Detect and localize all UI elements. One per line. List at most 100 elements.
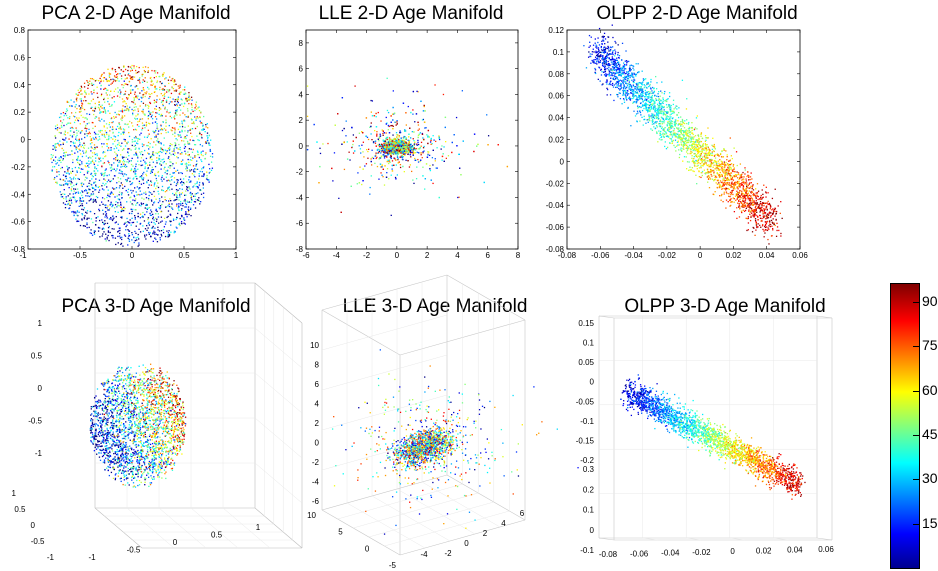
lle-2d-point xyxy=(372,142,375,144)
pca-2d-point xyxy=(61,166,63,169)
pca-2d-point xyxy=(74,199,76,201)
pca-2d-point xyxy=(104,109,106,111)
pca-2d-point xyxy=(114,237,117,239)
lle-3d-grid-line xyxy=(368,501,494,538)
pca-2d-point xyxy=(114,204,117,206)
pca-2d-point xyxy=(64,112,67,115)
lle-2d-point xyxy=(371,156,373,159)
pca-2d-point xyxy=(189,159,191,161)
pca-2d-point xyxy=(101,174,103,176)
pca-2d-point xyxy=(140,205,142,207)
pca-2d-point xyxy=(113,140,116,143)
pca-2d-point xyxy=(85,189,87,191)
pca-2d-point xyxy=(110,90,112,92)
pca-2d-point xyxy=(92,122,94,124)
pca-2d-point xyxy=(174,145,176,147)
pca-2d-point xyxy=(176,104,179,107)
pca-2d-point xyxy=(126,107,128,110)
pca-2d-point xyxy=(174,98,176,101)
pca-2d-point xyxy=(134,230,136,233)
pca-2d-point xyxy=(205,124,207,126)
pca-2d-point xyxy=(164,171,166,174)
lle-2d-point xyxy=(397,138,400,141)
pca-2d-point xyxy=(112,81,115,83)
pca-2d-point xyxy=(186,169,188,172)
pca-2d-point xyxy=(113,117,116,119)
pca-2d-point xyxy=(123,65,125,67)
pca-2d-point xyxy=(210,161,213,163)
pca-2d-point xyxy=(141,178,143,180)
lle-2d-point xyxy=(399,130,401,132)
pca-2d-point xyxy=(112,115,115,118)
pca-2d-point xyxy=(89,80,91,82)
pca-2d-point xyxy=(206,132,209,134)
pca-2d-point xyxy=(68,122,70,124)
pca-2d-point xyxy=(120,133,122,135)
pca-2d-point xyxy=(194,201,197,203)
pca-2d-point xyxy=(60,156,62,159)
pca-2d-point xyxy=(169,76,171,78)
pca-2d-point xyxy=(148,148,150,150)
pca-2d-point xyxy=(172,80,174,82)
pca-2d-point xyxy=(205,126,207,128)
pca-2d-point xyxy=(189,129,191,131)
pca-2d-point xyxy=(103,98,105,101)
pca-2d-point xyxy=(142,177,145,179)
pca-2d-point xyxy=(135,165,137,168)
lle-2d-point xyxy=(416,166,418,168)
pca-2d-point xyxy=(102,203,104,205)
pca-2d-point xyxy=(84,165,86,167)
pca-2d-point xyxy=(148,221,150,224)
pca-2d-point xyxy=(153,195,156,198)
pca-2d-point xyxy=(117,177,119,179)
lle-2d-point xyxy=(398,150,400,153)
pca-2d-point xyxy=(121,131,124,133)
pca-2d-point xyxy=(157,226,159,228)
pca-2d-point xyxy=(179,224,181,227)
pca-2d-point xyxy=(69,180,71,182)
pca-2d-point xyxy=(130,91,132,93)
pca-2d-point xyxy=(87,102,89,105)
pca-2d-point xyxy=(184,194,186,196)
lle-2d-point xyxy=(397,141,400,144)
pca-2d-point xyxy=(121,110,124,112)
pca-2d-point xyxy=(151,170,153,172)
pca-2d-point xyxy=(153,190,155,193)
pca-2d-point xyxy=(146,136,148,139)
pca-2d-point xyxy=(127,244,129,246)
pca-2d-point xyxy=(185,162,188,164)
pca-2d-point xyxy=(94,148,97,150)
pca-2d-point xyxy=(126,98,129,100)
pca-2d-point xyxy=(75,191,77,194)
pca-2d-point xyxy=(152,168,154,171)
pca-2d-point xyxy=(202,167,204,169)
pca-2d-point xyxy=(184,135,187,138)
lle-2d-point xyxy=(404,146,406,149)
lle-2d-point xyxy=(417,136,419,139)
pca-2d-point xyxy=(72,127,74,130)
pca-2d-point xyxy=(152,240,154,242)
pca-2d-point xyxy=(177,189,179,191)
pca-2d-point xyxy=(159,115,162,117)
pca-2d-point xyxy=(120,145,122,147)
pca-2d-point xyxy=(124,179,127,181)
pca-2d-point xyxy=(92,190,94,193)
lle-2d-point xyxy=(401,152,404,154)
lle-2d-point xyxy=(423,105,425,108)
lle-2d-point xyxy=(388,147,391,150)
pca-2d-point xyxy=(188,91,190,94)
pca-2d-point xyxy=(98,107,101,109)
pca-2d-point xyxy=(67,180,69,182)
pca-2d-point xyxy=(176,203,178,205)
lle-2d-point xyxy=(397,144,400,146)
pca-2d-point xyxy=(137,245,139,247)
pca-2d-point xyxy=(115,147,118,149)
pca-2d-point xyxy=(50,158,52,160)
lle-2d-point xyxy=(398,147,400,149)
pca-2d-point xyxy=(65,200,68,202)
pca-2d-point xyxy=(187,115,190,117)
pca-2d-point xyxy=(108,174,111,176)
lle-2d-point xyxy=(392,134,394,136)
pca-2d-point xyxy=(161,148,164,151)
pca-2d-point xyxy=(110,201,112,203)
